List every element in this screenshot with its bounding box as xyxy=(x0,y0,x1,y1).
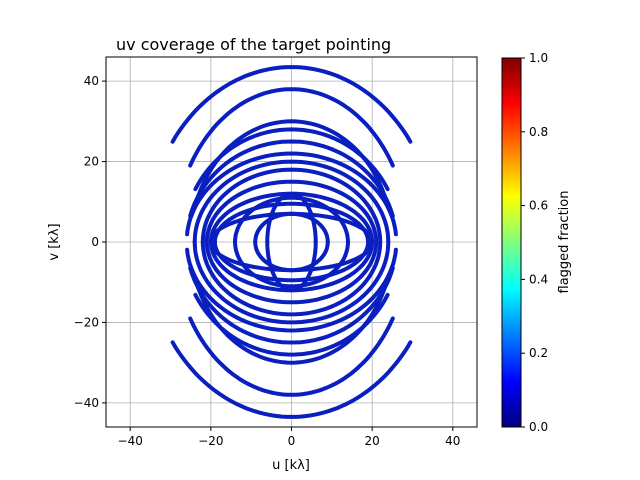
uv-track xyxy=(212,201,371,244)
uv-track xyxy=(185,151,398,237)
y-tick-label: 20 xyxy=(84,155,99,169)
chart-title: uv coverage of the target pointing xyxy=(116,35,391,54)
uv-track xyxy=(188,266,395,345)
uv-track xyxy=(188,87,395,168)
colorbar-label: flagged fraction xyxy=(557,191,572,294)
uv-tracks xyxy=(170,65,413,419)
uv-track xyxy=(200,240,383,317)
y-tick-label: 0 xyxy=(91,235,99,249)
colorbar-tick-label: 0.8 xyxy=(529,125,548,139)
uv-track xyxy=(212,240,371,283)
x-axis-label: u [kλ] xyxy=(272,458,310,473)
y-tick-label: 40 xyxy=(84,74,99,88)
colorbar-tick-label: 0.0 xyxy=(529,420,548,434)
uv-track xyxy=(233,195,350,244)
y-tick-label: −40 xyxy=(74,396,99,410)
x-tick-label: 0 xyxy=(288,434,296,448)
uv-track xyxy=(233,240,350,289)
uv-track xyxy=(193,127,390,192)
uv-track xyxy=(188,139,395,218)
uv-track xyxy=(204,240,379,305)
uv-track xyxy=(188,316,395,397)
uv-track xyxy=(193,292,390,357)
y-axis-label: v [kλ] xyxy=(47,223,62,260)
uv-track xyxy=(192,159,391,244)
colorbar-gradient xyxy=(501,57,522,428)
colorbar-tick-label: 0.2 xyxy=(529,346,548,360)
y-tick-label: −20 xyxy=(74,315,99,329)
uv-track xyxy=(253,211,330,244)
uv-track xyxy=(253,240,330,273)
uv-track xyxy=(192,240,391,325)
x-tick-label: 40 xyxy=(445,434,460,448)
colorbar-tick-label: 0.4 xyxy=(529,272,548,286)
colorbar-tick-label: 1.0 xyxy=(529,51,548,65)
colorbar: 0.0 0.2 0.4 0.6 0.8 1.0 flagged fraction xyxy=(501,51,572,434)
uv-track xyxy=(200,167,383,244)
x-tick-label: −40 xyxy=(118,434,143,448)
colorbar-tick-label: 0.6 xyxy=(529,199,548,213)
x-tick-label: 20 xyxy=(365,434,380,448)
x-tick-label: −20 xyxy=(198,434,223,448)
colorbar-ticks: 0.0 0.2 0.4 0.6 0.8 1.0 xyxy=(521,51,548,434)
uv-track xyxy=(204,179,379,244)
y-axis-ticks: −40 −20 0 20 40 xyxy=(74,74,106,410)
uv-track xyxy=(170,65,413,144)
uv-track xyxy=(185,247,398,333)
plot-area: −40 −20 0 20 40 −40 −20 0 20 40 xyxy=(74,56,478,448)
uv-track xyxy=(265,191,318,244)
uv-track xyxy=(265,240,318,293)
x-axis-ticks: −40 −20 0 20 40 xyxy=(118,427,460,448)
uv-track xyxy=(170,340,413,419)
